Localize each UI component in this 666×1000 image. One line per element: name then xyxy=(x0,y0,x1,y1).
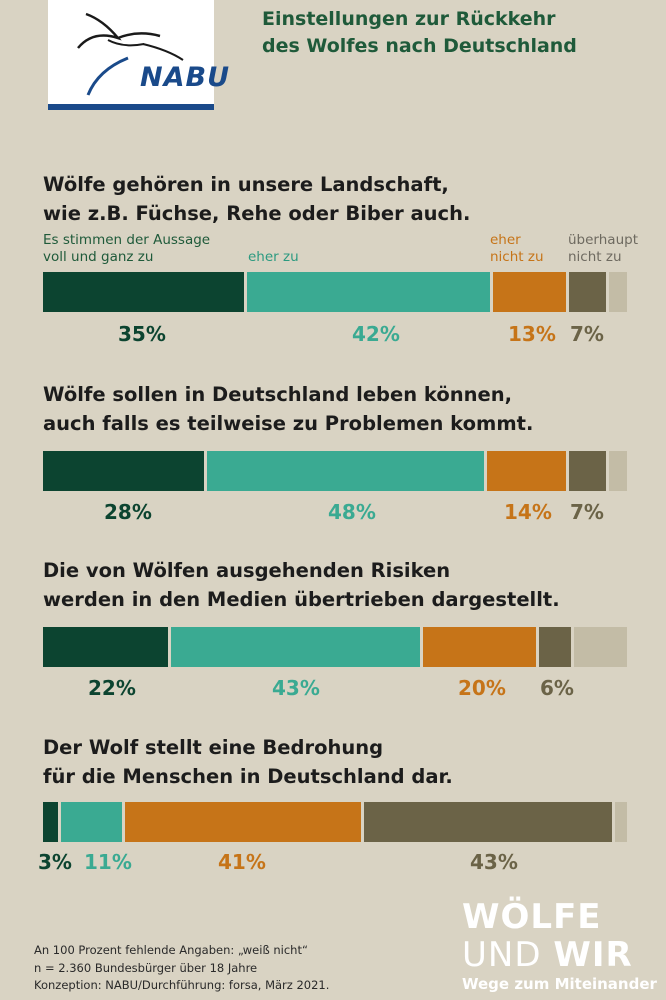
campaign-logo: WÖLFE UND WIR Wege zum Miteinander xyxy=(462,898,657,994)
bar-3-segment-rather xyxy=(171,627,420,667)
bar-4 xyxy=(43,802,627,842)
logo-underline xyxy=(48,104,214,110)
question-1-line-2: wie z.B. Füchse, Rehe oder Biber auch. xyxy=(43,202,471,225)
bar-1-segment-rather xyxy=(247,272,490,312)
question-1-line-1: Wölfe gehören in unsere Landschaft, xyxy=(43,173,449,196)
legend-rather-not-line-2: nicht zu xyxy=(490,249,544,265)
pct-label-q4-not-at-all: 43% xyxy=(470,850,518,874)
bar-1-segment-rather-not xyxy=(492,272,566,312)
bar-3-segment-unknown xyxy=(574,627,627,667)
legend-full-line-1: Es stimmen der Aussage xyxy=(43,232,211,248)
logo-text: NABU xyxy=(140,62,230,93)
bar-4-segment-rather xyxy=(60,802,122,842)
bar-1-segment-full xyxy=(43,272,245,312)
bar-2-segment-unknown xyxy=(609,451,627,491)
pct-label-q2-rather-not: 14% xyxy=(504,500,552,524)
pct-label-q2-full: 28% xyxy=(104,500,152,524)
legend-rather-line-1: eher zu xyxy=(248,249,299,265)
footnote-line-1: An 100 Prozent fehlende Angaben: „weiß n… xyxy=(34,943,308,957)
legend-not-at-all-line-1: überhaupt xyxy=(568,232,638,248)
bar-3-segment-full xyxy=(43,627,169,667)
question-3-line-1: Die von Wölfen ausgehenden Risiken xyxy=(43,559,451,582)
question-4: Der Wolf stellt eine Bedrohung für die M… xyxy=(43,733,453,791)
pct-label-q4-full: 3% xyxy=(38,850,72,874)
pct-label-q4-rather: 11% xyxy=(84,850,132,874)
page-title: Einstellungen zur Rückkehr des Wolfes na… xyxy=(262,6,577,60)
legend-rather-not-line-1: eher xyxy=(490,232,521,248)
bar-1-segment-not-at-all xyxy=(568,272,607,312)
campaign-logo-tagline: Wege zum Miteinander xyxy=(462,975,657,993)
campaign-logo-line-1: WÖLFE xyxy=(462,897,602,937)
pct-label-q4-rather-not: 41% xyxy=(218,850,266,874)
question-4-line-1: Der Wolf stellt eine Bedrohung xyxy=(43,736,384,759)
campaign-logo-wir: WIR xyxy=(553,935,633,975)
bar-2-segment-rather xyxy=(206,451,484,491)
campaign-logo-line-2: UND WIR xyxy=(462,936,657,974)
bar-4-segment-unknown xyxy=(615,802,627,842)
question-2-line-1: Wölfe sollen in Deutschland leben können… xyxy=(43,383,513,406)
title-line-2: des Wolfes nach Deutschland xyxy=(262,35,577,57)
campaign-logo-und: UND xyxy=(462,935,554,975)
question-4-line-2: für die Menschen in Deutschland dar. xyxy=(43,765,453,788)
title-line-1: Einstellungen zur Rückkehr xyxy=(262,8,556,30)
legend-rather-not: eher nicht zu xyxy=(490,232,544,266)
pct-label-q3-rather: 43% xyxy=(272,676,320,700)
bar-2 xyxy=(43,451,627,491)
stork-icon xyxy=(77,12,184,96)
pct-label-q1-not-at-all: 7% xyxy=(570,322,604,346)
bar-2-segment-full xyxy=(43,451,204,491)
bar-2-segment-rather-not xyxy=(486,451,566,491)
bar-1 xyxy=(43,272,627,312)
nabu-logo: NABU xyxy=(48,0,229,110)
bar-3 xyxy=(43,627,627,667)
legend-not-at-all: überhaupt nicht zu xyxy=(568,232,638,266)
legend-full: Es stimmen der Aussage voll und ganz zu xyxy=(43,232,210,266)
legend-rather: eher zu xyxy=(248,249,299,266)
footnote: An 100 Prozent fehlende Angaben: „weiß n… xyxy=(34,942,329,995)
bar-4-segment-not-at-all xyxy=(364,802,613,842)
bar-1-segment-unknown xyxy=(609,272,627,312)
pct-label-q3-full: 22% xyxy=(88,676,136,700)
pct-label-q2-rather: 48% xyxy=(328,500,376,524)
pct-label-q3-rather-not: 20% xyxy=(458,676,506,700)
bar-4-segment-full xyxy=(43,802,58,842)
footnote-line-2: n = 2.360 Bundesbürger über 18 Jahre xyxy=(34,960,258,975)
question-3: Die von Wölfen ausgehenden Risiken werde… xyxy=(43,556,560,614)
bar-2-segment-not-at-all xyxy=(568,451,607,491)
pct-label-q3-not-at-all: 6% xyxy=(540,676,574,700)
footnote-line-3: Konzeption: NABU/Durchführung: forsa, Mä… xyxy=(34,978,330,992)
bar-3-segment-not-at-all xyxy=(539,627,572,667)
legend-not-at-all-line-2: nicht zu xyxy=(568,249,622,265)
question-2-line-2: auch falls es teilweise zu Problemen kom… xyxy=(43,412,534,435)
question-3-line-2: werden in den Medien übertrieben dargest… xyxy=(43,588,560,611)
legend-full-line-2: voll und ganz zu xyxy=(43,249,154,265)
question-1: Wölfe gehören in unsere Landschaft, wie … xyxy=(43,170,470,228)
pct-label-q1-rather: 42% xyxy=(352,322,400,346)
question-2: Wölfe sollen in Deutschland leben können… xyxy=(43,380,533,438)
pct-label-q1-full: 35% xyxy=(118,322,166,346)
bar-4-segment-rather-not xyxy=(124,802,362,842)
bar-3-segment-rather-not xyxy=(422,627,537,667)
pct-label-q1-rather-not: 13% xyxy=(508,322,556,346)
pct-label-q2-not-at-all: 7% xyxy=(570,500,604,524)
